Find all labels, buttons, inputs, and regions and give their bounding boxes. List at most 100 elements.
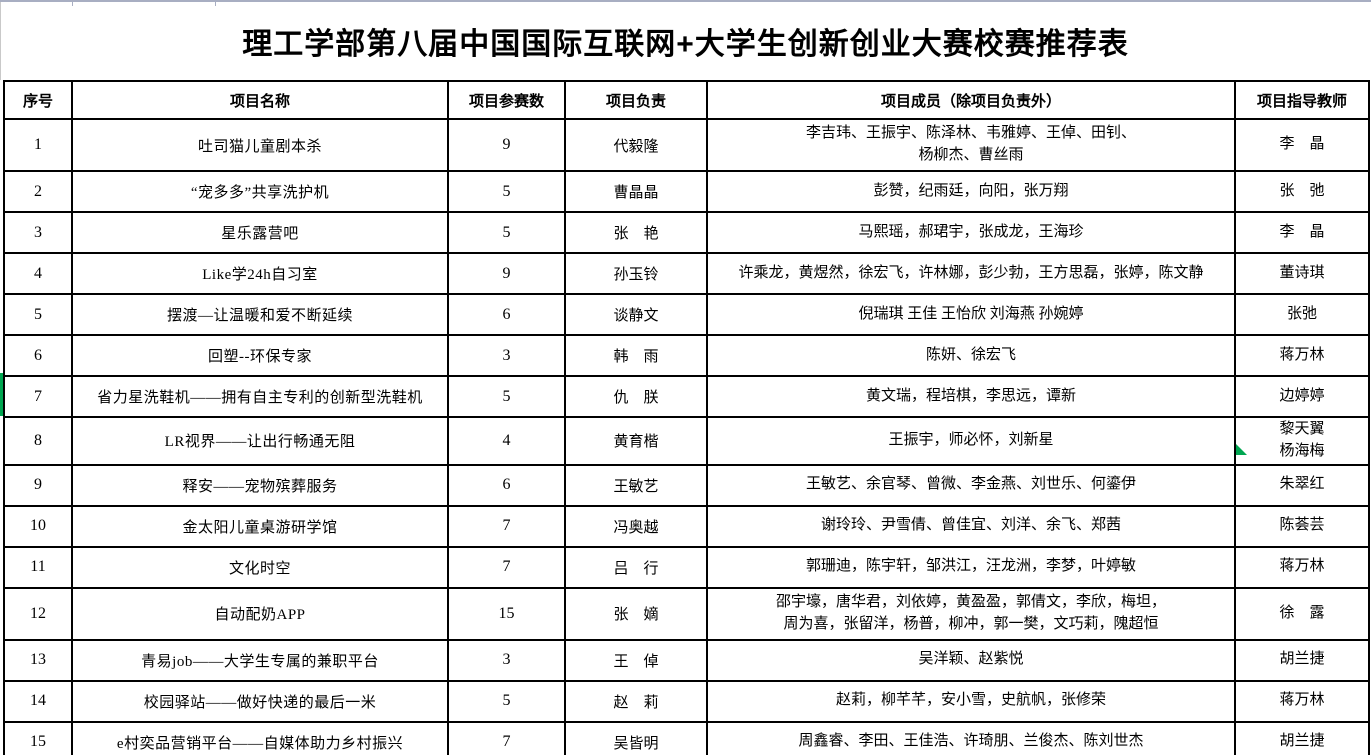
cell-members[interactable]: 吴洋颖、赵紫悦 xyxy=(706,638,1236,682)
cell-count[interactable]: 5 xyxy=(447,211,566,254)
cell-name[interactable]: 金太阳儿童桌游研学馆 xyxy=(71,504,449,548)
cell-count[interactable]: 4 xyxy=(447,416,566,466)
cell-no[interactable]: 15 xyxy=(3,720,73,755)
cell-members[interactable]: 郭珊迪，陈宇轩，邹洪江，汪龙洲，李梦，叶婷敏 xyxy=(706,545,1236,589)
cell-teacher[interactable]: 张弛 xyxy=(1234,293,1370,336)
cell-name[interactable]: 释安——宠物殡葬服务 xyxy=(71,463,449,507)
column-header-members[interactable]: 项目成员（除项目负责外） xyxy=(706,80,1236,120)
cell-name[interactable]: 校园驿站——做好快递的最后一米 xyxy=(71,679,449,723)
cell-leader[interactable]: 谈静文 xyxy=(564,293,708,336)
cell-members[interactable]: 谢玲玲、尹雪倩、曾佳宜、刘洋、余飞、郑茜 xyxy=(706,504,1236,548)
cell-count[interactable]: 3 xyxy=(447,334,566,377)
cell-leader[interactable]: 韩 雨 xyxy=(564,334,708,377)
cell-no[interactable]: 6 xyxy=(3,334,73,377)
cell-leader[interactable]: 仇 朕 xyxy=(564,375,708,418)
cell-name[interactable]: LR视界——让出行畅通无阻 xyxy=(71,416,449,466)
cell-count[interactable]: 7 xyxy=(447,545,566,589)
cell-flag-triangle-icon xyxy=(1236,444,1247,455)
cell-teacher[interactable]: 胡兰捷 xyxy=(1234,720,1370,755)
column-header-advisor[interactable]: 项目指导教师 xyxy=(1234,80,1370,120)
cell-teacher[interactable]: 蒋万林 xyxy=(1234,334,1370,377)
cell-leader[interactable]: 孙玉铃 xyxy=(564,252,708,295)
cell-no[interactable]: 10 xyxy=(3,504,73,548)
cell-teacher[interactable]: 陈荟芸 xyxy=(1234,504,1370,548)
cell-leader[interactable]: 吴皆明 xyxy=(564,720,708,755)
cell-members[interactable]: 黄文瑞，程培棋，李思远，谭新 xyxy=(706,375,1236,418)
cell-count[interactable]: 6 xyxy=(447,293,566,336)
cell-no[interactable]: 12 xyxy=(3,586,73,641)
cell-leader[interactable]: 吕 行 xyxy=(564,545,708,589)
column-header-leader[interactable]: 项目负责 xyxy=(564,80,708,120)
cell-no[interactable]: 7 xyxy=(3,375,73,418)
cell-leader[interactable]: 赵 莉 xyxy=(564,679,708,723)
cell-leader[interactable]: 冯奥越 xyxy=(564,504,708,548)
cell-members[interactable]: 彭赞，纪雨廷，向阳，张万翔 xyxy=(706,170,1236,213)
cell-teacher[interactable]: 李 晶 xyxy=(1234,118,1370,172)
cell-no[interactable]: 14 xyxy=(3,679,73,723)
cell-teacher[interactable]: 黎天翼 杨海梅 xyxy=(1234,416,1370,466)
cell-no[interactable]: 4 xyxy=(3,252,73,295)
cell-leader[interactable]: 王敏艺 xyxy=(564,463,708,507)
cell-no[interactable]: 8 xyxy=(3,416,73,466)
cell-name[interactable]: 省力星洗鞋机——拥有自主专利的创新型洗鞋机 xyxy=(71,375,449,418)
cell-name[interactable]: 文化时空 xyxy=(71,545,449,589)
cell-no[interactable]: 2 xyxy=(3,170,73,213)
cell-teacher[interactable]: 蒋万林 xyxy=(1234,679,1370,723)
cell-name[interactable]: 吐司猫儿童剧本杀 xyxy=(71,118,449,172)
cell-leader[interactable]: 黄育楷 xyxy=(564,416,708,466)
cell-count[interactable]: 5 xyxy=(447,375,566,418)
cell-name[interactable]: 星乐露营吧 xyxy=(71,211,449,254)
cell-count[interactable]: 9 xyxy=(447,252,566,295)
cell-name[interactable]: Like学24h自习室 xyxy=(71,252,449,295)
cell-members[interactable]: 倪瑞琪 王佳 王怡欣 刘海燕 孙婉婷 xyxy=(706,293,1236,336)
cell-members[interactable]: 王敏艺、余官琴、曾微、李金燕、刘世乐、何鎏伊 xyxy=(706,463,1236,507)
cell-no[interactable]: 5 xyxy=(3,293,73,336)
cell-no[interactable]: 11 xyxy=(3,545,73,589)
recommendation-table: 序号 项目名称 项目参赛数 项目负责 项目成员（除项目负责外） 项目指导教师 1 吐司猫儿童… xyxy=(3,80,1370,755)
cell-count[interactable]: 7 xyxy=(447,504,566,548)
cell-name[interactable]: “宠多多”共享洗护机 xyxy=(71,170,449,213)
cell-count[interactable]: 9 xyxy=(447,118,566,172)
cell-members[interactable]: 李吉玮、王振宇、陈泽林、韦雅婷、王倬、田钊、 杨柳杰、曹丝雨 xyxy=(706,118,1236,172)
cell-teacher[interactable]: 朱翠红 xyxy=(1234,463,1370,507)
cell-no[interactable]: 13 xyxy=(3,638,73,682)
cell-count[interactable]: 15 xyxy=(447,586,566,641)
column-header-participant-count[interactable]: 项目参赛数 xyxy=(447,80,566,120)
cell-leader[interactable]: 张 艳 xyxy=(564,211,708,254)
cell-teacher[interactable]: 边婷婷 xyxy=(1234,375,1370,418)
cell-name[interactable]: 青易job——大学生专属的兼职平台 xyxy=(71,638,449,682)
cell-leader[interactable]: 代毅隆 xyxy=(564,118,708,172)
cell-members[interactable]: 陈妍、徐宏飞 xyxy=(706,334,1236,377)
cell-teacher[interactable]: 张 弛 xyxy=(1234,170,1370,213)
cell-teacher[interactable]: 李 晶 xyxy=(1234,211,1370,254)
cell-members[interactable]: 王振宇，师必怀，刘新星 xyxy=(706,416,1236,466)
cell-teacher[interactable]: 胡兰捷 xyxy=(1234,638,1370,682)
table-row: 3 星乐露营吧 5 张 艳马熙瑶，郝珺宇，张成龙，王海珍李 晶 xyxy=(3,211,1370,254)
cell-no[interactable]: 3 xyxy=(3,211,73,254)
cell-name[interactable]: e村奕品营销平台——自媒体助力乡村振兴 xyxy=(71,720,449,755)
cell-members[interactable]: 许乘龙，黄煜然，徐宏飞，许林娜，彭少勃，王方思磊，张婷，陈文静 xyxy=(706,252,1236,295)
column-header-no[interactable]: 序号 xyxy=(3,80,73,120)
column-header-project-name[interactable]: 项目名称 xyxy=(71,80,449,120)
cell-name[interactable]: 自动配奶APP xyxy=(71,586,449,641)
cell-count[interactable]: 6 xyxy=(447,463,566,507)
cell-name[interactable]: 回塑--环保专家 xyxy=(71,334,449,377)
cell-members[interactable]: 周鑫睿、李田、王佳浩、许琦朋、兰俊杰、陈刘世杰 xyxy=(706,720,1236,755)
cell-no[interactable]: 9 xyxy=(3,463,73,507)
cell-members[interactable]: 马熙瑶，郝珺宇，张成龙，王海珍 xyxy=(706,211,1236,254)
cell-leader[interactable]: 王 倬 xyxy=(564,638,708,682)
cell-count[interactable]: 3 xyxy=(447,638,566,682)
cell-teacher[interactable]: 董诗琪 xyxy=(1234,252,1370,295)
cell-members[interactable]: 邵宇壕，唐华君，刘依婷，黄盈盈，郭倩文，李欣，梅坦， 周为喜，张留洋，杨普，柳冲… xyxy=(706,586,1236,641)
cell-teacher[interactable]: 蒋万林 xyxy=(1234,545,1370,589)
cell-teacher[interactable]: 徐 露 xyxy=(1234,586,1370,641)
cell-count[interactable]: 5 xyxy=(447,170,566,213)
cell-leader[interactable]: 曹晶晶 xyxy=(564,170,708,213)
cell-leader[interactable]: 张 嫡 xyxy=(564,586,708,641)
cell-count[interactable]: 5 xyxy=(447,679,566,723)
cell-name[interactable]: 摆渡—让温暖和爱不断延续 xyxy=(71,293,449,336)
cell-no[interactable]: 1 xyxy=(3,118,73,172)
cell-members[interactable]: 赵莉，柳芊芊，安小雪，史航帆，张修荣 xyxy=(706,679,1236,723)
cell-count[interactable]: 7 xyxy=(447,720,566,755)
